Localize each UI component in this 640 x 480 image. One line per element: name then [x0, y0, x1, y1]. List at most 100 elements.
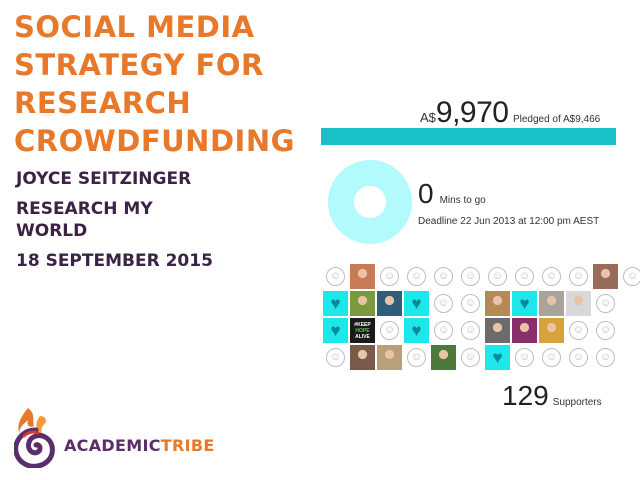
supporter-cell: ☺ [430, 291, 457, 316]
pledge-currency: A$ [420, 110, 436, 125]
supporter-grid: ☺ ☺ ☺ ☺ ☺ ☺ ☺ ☺ ☺ ☺ ♥ ♥ ☺ ☺ ♥ ☺ ♥ #KEEP HOPE ALIVE ☺ ♥ ☺ ☺ ☺ ☺ ☺ ☺ ☺… [322, 264, 640, 372]
supporter-cell: ☺ [565, 318, 592, 343]
smiley-icon: ☺ [542, 267, 561, 286]
org-line-1: RESEARCH MY [16, 199, 153, 219]
pledge-amount: 9,970 [435, 96, 509, 129]
supporter-cell [349, 345, 376, 370]
supporter-avatar [485, 318, 510, 343]
heart-icon: ♥ [485, 345, 510, 370]
supporter-row: ☺ ☺ ☺ ☺ ☺ ☺ ☺ ☺ ☺ ☺ [322, 264, 640, 291]
smiley-icon: ☺ [434, 321, 453, 340]
supporter-cell: ♥ [484, 345, 511, 370]
supporter-avatar [539, 291, 564, 316]
supporter-cell: ☺ [511, 345, 538, 370]
mins-value: 0 [418, 178, 434, 209]
smiley-icon: ☺ [461, 321, 480, 340]
supporter-cell [511, 318, 538, 343]
brand-part-2: TRIBE [160, 436, 215, 455]
smiley-icon: ☺ [326, 267, 345, 286]
smiley-icon: ☺ [407, 267, 426, 286]
supporter-cell: ♥ [322, 291, 349, 316]
supporter-cell: ☺ [538, 264, 565, 289]
academic-tribe-logo-icon [14, 408, 55, 468]
smiley-icon: ☺ [596, 294, 615, 313]
pledge-label: Pledged of A$9,466 [512, 114, 601, 125]
smiley-icon: ☺ [380, 267, 399, 286]
supporter-row: ☺ ☺ ☺ ♥ ☺ ☺ ☺ ☺ [322, 345, 640, 372]
supporter-cell [565, 291, 592, 316]
supporter-cell: ☺ [430, 318, 457, 343]
supporter-cell: ☺ [592, 291, 619, 316]
supporter-cell [592, 264, 619, 289]
smiley-icon: ☺ [569, 348, 588, 367]
supporter-cell: ☺ [457, 345, 484, 370]
presentation-date: 18 SEPTEMBER 2015 [16, 251, 213, 271]
supporter-row: ♥ ♥ ☺ ☺ ♥ ☺ [322, 291, 640, 318]
smiley-icon: ☺ [515, 267, 534, 286]
brand-wordmark: ACADEMICTRIBE [64, 436, 215, 455]
supporter-cell: ☺ [322, 345, 349, 370]
supporter-cell: ☺ [376, 318, 403, 343]
smiley-icon: ☺ [461, 294, 480, 313]
heart-icon: ♥ [404, 318, 429, 343]
supporter-cell [349, 291, 376, 316]
supporter-cell: ☺ [457, 264, 484, 289]
supporter-cell: ☺ [430, 264, 457, 289]
supporter-avatar [350, 345, 375, 370]
supporter-cell: ☺ [619, 264, 640, 289]
supporter-cell [538, 318, 565, 343]
supporter-cell [484, 318, 511, 343]
supporter-avatar [512, 318, 537, 343]
supporter-cell [538, 291, 565, 316]
time-remaining-donut [328, 160, 412, 244]
smiley-icon: ☺ [515, 348, 534, 367]
supporter-cell: ☺ [592, 318, 619, 343]
supporter-cell: ♥ [511, 291, 538, 316]
supporter-avatar [350, 291, 375, 316]
keep-hope-alive-avatar: #KEEP HOPE ALIVE [350, 318, 375, 343]
supporter-avatar [350, 264, 375, 289]
smiley-icon: ☺ [461, 267, 480, 286]
funding-progress-bar [321, 128, 616, 145]
smiley-icon: ☺ [434, 294, 453, 313]
pledge-summary: A$9,970 Pledged of A$9,466 [420, 96, 620, 130]
supporter-avatar [539, 318, 564, 343]
supporter-cell: ☺ [457, 318, 484, 343]
smiley-icon: ☺ [407, 348, 426, 367]
supporters-count: 129 Supporters [502, 380, 602, 412]
smiley-icon: ☺ [461, 348, 480, 367]
supporter-cell: ☺ [484, 264, 511, 289]
supporter-cell [349, 264, 376, 289]
supporter-cell: ☺ [565, 264, 592, 289]
smiley-icon: ☺ [488, 267, 507, 286]
smiley-icon: ☺ [434, 267, 453, 286]
title-line-2: STRATEGY FOR [14, 48, 264, 82]
smiley-icon: ☺ [596, 321, 615, 340]
slide-title: SOCIAL MEDIA STRATEGY FOR RESEARCH CROWD… [14, 8, 295, 160]
supporter-cell [376, 345, 403, 370]
smiley-icon: ☺ [326, 348, 345, 367]
title-line-3: RESEARCH [14, 86, 192, 120]
smiley-icon: ☺ [542, 348, 561, 367]
org-line-2: WORLD [16, 221, 88, 241]
smiley-icon: ☺ [596, 348, 615, 367]
supporter-avatar [566, 291, 591, 316]
heart-icon: ♥ [323, 318, 348, 343]
heart-icon: ♥ [512, 291, 537, 316]
title-line-1: SOCIAL MEDIA [14, 10, 255, 44]
smiley-icon: ☺ [380, 321, 399, 340]
supporter-cell: ☺ [538, 345, 565, 370]
deadline-text: Deadline 22 Jun 2013 at 12:00 pm AEST [418, 216, 600, 227]
supporter-cell: ♥ [322, 318, 349, 343]
heart-icon: ♥ [404, 291, 429, 316]
supporter-cell: ☺ [592, 345, 619, 370]
supporter-cell [430, 345, 457, 370]
supporter-avatar [377, 291, 402, 316]
supporter-cell: ☺ [565, 345, 592, 370]
heart-icon: ♥ [323, 291, 348, 316]
supporter-cell: ☺ [322, 264, 349, 289]
supporter-cell: ♥ [403, 318, 430, 343]
author-name: JOYCE SEITZINGER [16, 169, 192, 189]
supporter-cell: #KEEP HOPE ALIVE [349, 318, 376, 343]
supporter-cell: ♥ [403, 291, 430, 316]
